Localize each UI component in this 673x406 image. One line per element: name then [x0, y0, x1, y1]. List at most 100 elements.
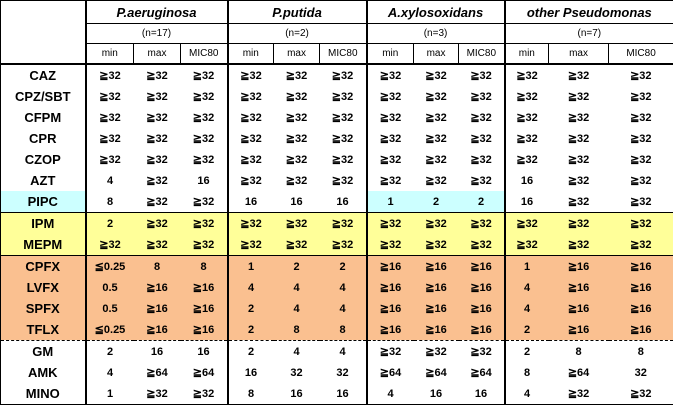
mic-value: ≧32 [548, 64, 609, 86]
drug-name: LVFX [0, 277, 86, 298]
stat-header: MIC80 [179, 43, 228, 65]
mic-value: 16 [226, 191, 274, 213]
organism-count: (n=2) [226, 23, 367, 44]
mic-value: ≧32 [133, 212, 181, 234]
mic-value: ≧32 [365, 170, 414, 191]
mic-value: ≧32 [319, 170, 367, 191]
mic-value: ≧32 [273, 149, 320, 170]
mic-value: ≦0.25 [84, 255, 134, 277]
mic-value: ≧32 [226, 128, 274, 149]
mic-value: ≧16 [413, 319, 459, 341]
mic-value: 8 [273, 319, 320, 341]
mic-value: 8 [226, 383, 274, 405]
mic-value: ≧32 [413, 86, 459, 107]
stat-header-row: min max MIC80 min max MIC80 min max MIC80 min max M… [1, 43, 673, 65]
mic-value: 4 [273, 298, 320, 319]
table-row: CPFX ≦0.25 8 8 1 2 2 ≧16 ≧16 ≧16 1 ≧16 ≧16 [0, 255, 673, 277]
mic-value: ≧32 [458, 128, 505, 149]
mic-value: ≧32 [133, 383, 181, 405]
mic-value: ≧32 [273, 64, 320, 86]
mic-value: 16 [273, 191, 320, 213]
mic-value: ≧32 [365, 212, 414, 234]
mic-value: ≧16 [365, 255, 414, 277]
mic-value: 4 [84, 362, 134, 383]
mic-value: ≧32 [84, 234, 134, 256]
mic-value: ≧32 [133, 128, 181, 149]
mic-value: ≧32 [365, 149, 414, 170]
table-row: PIPC 8 ≧32 ≧32 16 16 16 1 2 2 16 ≧32 ≧32 [0, 191, 673, 213]
mic-value: ≧32 [84, 64, 134, 86]
mic-value: ≧16 [608, 319, 673, 341]
mic-value: ≧32 [413, 234, 459, 256]
mic-value: ≧32 [458, 234, 505, 256]
mic-value: ≧32 [548, 234, 609, 256]
mic-value: 2 [319, 255, 367, 277]
mic-value: ≧32 [548, 128, 609, 149]
mic-value: ≧32 [503, 212, 549, 234]
mic-value: 16 [133, 340, 181, 362]
table-row: CFPM ≧32 ≧32 ≧32 ≧32 ≧32 ≧32 ≧32 ≧32 ≧32 ≧32 ≧32 ≧32 [0, 107, 673, 128]
mic-value: ≧16 [608, 298, 673, 319]
mic-value: ≧32 [365, 64, 414, 86]
mic-value: ≧16 [458, 319, 505, 341]
drug-name: SPFX [0, 298, 86, 319]
mic-value: 4 [319, 298, 367, 319]
table-row: CPR ≧32 ≧32 ≧32 ≧32 ≧32 ≧32 ≧32 ≧32 ≧32 ≧32 ≧32 ≧32 [0, 128, 673, 149]
mic-value: ≧32 [548, 191, 609, 213]
mic-value: ≧32 [273, 128, 320, 149]
mic-value: ≧16 [458, 255, 505, 277]
mic-value: 16 [413, 383, 459, 405]
mic-value: 0.5 [84, 277, 134, 298]
mic-value: 2 [84, 212, 134, 234]
mic-value: 8 [84, 191, 134, 213]
mic-value: ≧32 [226, 170, 274, 191]
mic-value: ≧32 [548, 383, 609, 405]
mic-value: ≧16 [365, 319, 414, 341]
mic-value: ≧32 [273, 170, 320, 191]
mic-value: ≧16 [458, 298, 505, 319]
mic-value: ≧32 [458, 64, 505, 86]
drug-name: TFLX [0, 319, 86, 341]
mic-value: ≧16 [413, 255, 459, 277]
drug-name: AMK [0, 362, 86, 383]
mic-value: ≧32 [84, 149, 134, 170]
organism-name: other Pseudomonas [503, 0, 673, 24]
mic-value: 2 [226, 319, 274, 341]
mic-value: ≧32 [365, 340, 414, 362]
mic-value: ≧32 [413, 64, 459, 86]
mic-value: ≧32 [608, 86, 673, 107]
mic-value: ≧32 [84, 107, 134, 128]
mic-value: ≧32 [133, 170, 181, 191]
mic-value: 2 [458, 191, 505, 213]
drug-name: CZOP [0, 149, 86, 170]
mic-value: ≧32 [458, 170, 505, 191]
mic-value: ≧32 [273, 86, 320, 107]
mic-value: ≧16 [365, 298, 414, 319]
mic-value: ≧32 [548, 149, 609, 170]
table-row: CPZ/SBT ≧32 ≧32 ≧32 ≧32 ≧32 ≧32 ≧32 ≧32 ≧32 ≧32 ≧32… [0, 86, 673, 107]
drug-name: PIPC [0, 191, 86, 213]
table-row: MINO 1 ≧32 ≧32 8 16 16 4 16 16 4 ≧32 ≧32 [0, 383, 673, 405]
stat-header: min [365, 43, 414, 65]
mic-value: ≧16 [180, 319, 228, 341]
mic-value: ≧64 [365, 362, 414, 383]
mic-value: ≧32 [608, 212, 673, 234]
mic-value: ≧32 [458, 86, 505, 107]
corner-cell [0, 0, 86, 65]
mic-value: 16 [319, 383, 367, 405]
mic-value: ≧32 [365, 234, 414, 256]
mic-value: ≧16 [413, 277, 459, 298]
mic-value: ≧32 [180, 191, 228, 213]
mic-value: 4 [84, 170, 134, 191]
mic-value: ≧32 [180, 128, 228, 149]
mic-value: ≧16 [365, 277, 414, 298]
mic-value: ≧32 [503, 234, 549, 256]
mic-value: ≧32 [413, 149, 459, 170]
mic-value: ≧32 [133, 191, 181, 213]
mic-value: 0.5 [84, 298, 134, 319]
stat-header: min [226, 43, 274, 65]
mic-value: ≧64 [458, 362, 505, 383]
mic-value: ≧32 [226, 107, 274, 128]
mic-value: ≧32 [413, 128, 459, 149]
mic-value: 1 [503, 255, 549, 277]
